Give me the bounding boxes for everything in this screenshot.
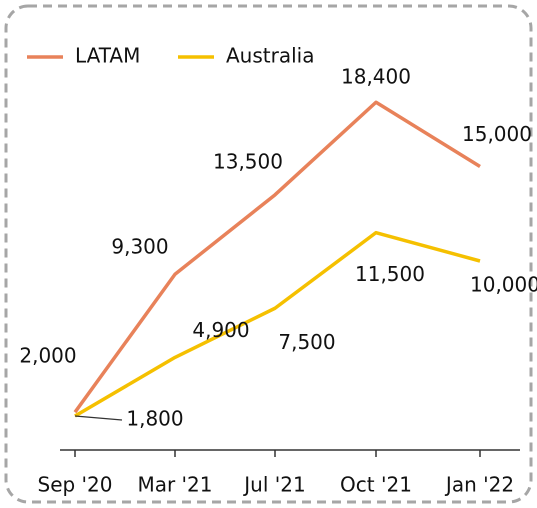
data-label: 11,500 [355,262,425,286]
series-line [73,100,481,414]
data-label: 15,000 [462,122,532,146]
frame [4,4,533,504]
data-label: 7,500 [278,330,335,354]
data-label: 9,300 [111,235,168,259]
legend-label: LATAM [75,44,140,68]
data-label: 4,900 [192,318,249,342]
x-tick-label: Mar '21 [137,473,212,497]
data-label: 13,500 [213,149,283,173]
x-tick-label: Sep '20 [38,473,113,497]
legend-label: Australia [226,44,314,68]
data-label: 10,000 [470,273,537,297]
x-tick-label: Jul '21 [242,473,305,497]
x-tick-label: Jan '22 [444,473,514,497]
data-label: 1,800 [126,406,183,430]
data-label: 2,000 [19,344,76,368]
x-tick-label: Oct '21 [340,473,412,497]
data-label: 18,400 [341,65,411,89]
series-line [74,230,481,418]
leader-line [74,415,123,421]
